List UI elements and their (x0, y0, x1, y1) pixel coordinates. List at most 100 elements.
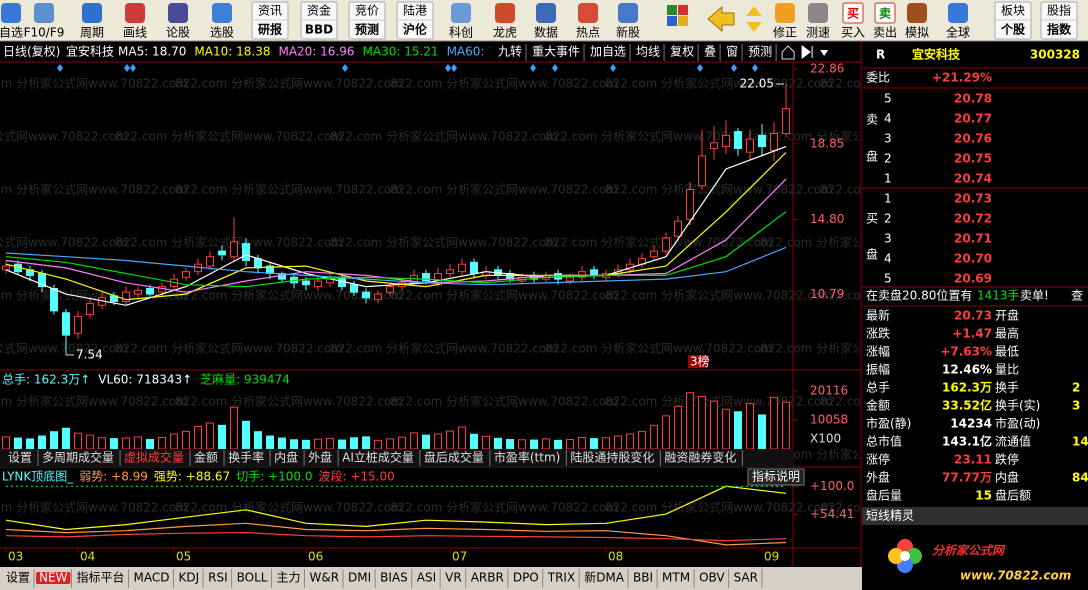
toolbar-button[interactable]: 论股 (166, 26, 190, 40)
toolbar-button[interactable]: 选股 (210, 26, 234, 40)
toolbar-button[interactable]: 资讯 (258, 4, 282, 18)
series-line (5, 146, 787, 306)
bottom-tab[interactable]: BOLL (237, 571, 268, 585)
toolbar-button[interactable]: 模拟 (905, 26, 929, 40)
toolbar-button[interactable]: 股指 (1047, 3, 1071, 18)
toolbar-button[interactable]: 修正 (773, 25, 797, 40)
watermark-text: 822.com 分析家公式网www.70822.com (605, 500, 833, 515)
toolbar-button[interactable]: 周期 (80, 26, 104, 40)
toolbar-button[interactable]: 研报 (258, 22, 282, 37)
volume-bar (590, 438, 598, 450)
book-label: 买 (866, 212, 878, 226)
toolbar-button[interactable]: 龙虎 (493, 26, 517, 40)
bottom-tab[interactable]: W&R (309, 571, 339, 585)
tab[interactable]: 陆股通持股变化 (570, 450, 654, 465)
toolbar-button[interactable]: 沪伦 (403, 22, 428, 37)
bottom-tab[interactable]: DPO (513, 571, 539, 585)
bottom-tab[interactable]: MACD (133, 571, 169, 585)
order-level: 3 (884, 232, 892, 246)
volume-bar (614, 435, 622, 450)
tab[interactable]: 金额 (194, 450, 218, 465)
bottom-tab[interactable]: DMI (348, 571, 371, 585)
order-level: 2 (884, 212, 892, 226)
tab[interactable]: AI立桩成交量 (342, 450, 414, 465)
volume-bar (674, 405, 682, 450)
header-button[interactable]: 均线 (636, 45, 660, 59)
volume-bar (554, 439, 562, 450)
bottom-tab[interactable]: 新DMA (584, 570, 625, 585)
bottom-tab[interactable]: VR (445, 571, 462, 585)
toolbar-button[interactable]: 买入 (841, 26, 865, 40)
bottom-tab[interactable]: 主力 (276, 571, 300, 585)
toolbar-button[interactable]: 预测 (355, 22, 379, 37)
toolbar-button[interactable]: 新股 (616, 25, 640, 40)
order-price: 20.78 (954, 92, 992, 106)
header-button[interactable]: 复权 (670, 45, 694, 59)
bottom-tab[interactable]: BIAS (380, 571, 408, 585)
toolbar-button[interactable]: 竞价 (355, 4, 379, 18)
toolbar-button[interactable]: 卖出 (873, 26, 897, 40)
bottom-tab[interactable]: 指标平台 (76, 570, 124, 585)
order-price: 20.72 (954, 212, 992, 226)
toolbar-button[interactable]: 陆港 (403, 3, 427, 18)
x-tick-label: 04 (80, 550, 95, 564)
tab[interactable]: 虚拟成交量 (124, 450, 184, 465)
tab[interactable]: 市盈率(ttm) (494, 450, 560, 465)
toolbar-button[interactable]: 测速 (806, 26, 830, 40)
quote-value: +21.29% (932, 71, 992, 85)
tab[interactable]: 设置 (8, 451, 32, 465)
candle-body (362, 291, 370, 299)
header-button[interactable]: 加自选 (590, 45, 626, 59)
toolbar-button[interactable]: 个股 (1000, 22, 1026, 37)
watermark-text: 822.com 分析家公式网www.70822.com (820, 288, 1048, 303)
volume-bar (290, 439, 298, 450)
tab[interactable]: 内盘 (274, 450, 298, 465)
toolbar-button[interactable]: 数据 (534, 25, 558, 40)
bottom-tab[interactable]: 设置 (6, 571, 30, 585)
header-button[interactable]: 预测 (748, 45, 772, 59)
bottom-tab[interactable]: TRIX (547, 571, 575, 585)
quote-label: 委比 (866, 71, 890, 85)
button-icon (907, 3, 927, 23)
toolbar-button[interactable]: 全球 (946, 25, 970, 40)
stat-label: 量比 (995, 363, 1019, 377)
order-level: 4 (884, 112, 892, 126)
tab[interactable]: 融资融券变化 (664, 450, 736, 465)
watermark-text: 822.com 分析家公式网www.70822.com (820, 182, 1048, 197)
toolbar-button[interactable]: 科创 (449, 26, 473, 40)
bottom-tab[interactable]: OBV (699, 571, 725, 585)
bottom-tab[interactable]: MTM (662, 571, 690, 585)
candle-body (350, 284, 358, 293)
toolbar-button[interactable]: 画线 (123, 26, 147, 40)
elf-title: 短线精灵 (866, 509, 914, 523)
tab[interactable]: 多周期成交量 (42, 450, 114, 465)
tab[interactable]: 盘后成交量 (424, 450, 484, 465)
toolbar-button[interactable]: 指数 (1047, 22, 1072, 37)
bottom-tab[interactable]: KDJ (178, 571, 199, 585)
bottom-tab[interactable]: SAR (734, 571, 758, 585)
stat-label: 涨跌 (866, 326, 890, 341)
toolbar-button[interactable]: BBD (305, 23, 333, 37)
volume-bar (14, 437, 22, 450)
watermark-text: 822.com 分析家公式网www.70822.com (175, 394, 403, 409)
indicator-help-button[interactable]: 指标说明 (752, 469, 800, 484)
toolbar-button[interactable]: 资金 (307, 3, 331, 18)
volume-bar (470, 433, 478, 450)
up-arrow (746, 6, 762, 16)
bottom-tab[interactable]: BBI (633, 571, 653, 585)
bottom-tab[interactable]: ARBR (471, 571, 504, 585)
tab[interactable]: 外盘 (308, 450, 332, 465)
toolbar-button[interactable]: 板块 (1001, 4, 1025, 18)
bottom-tab[interactable]: NEW (39, 571, 68, 585)
toolbar-button[interactable]: F10/F9 (24, 26, 65, 40)
bottom-tab[interactable]: RSI (208, 571, 228, 585)
toolbar-button[interactable]: 热点 (576, 26, 600, 40)
header-button[interactable]: 窗 (726, 45, 738, 59)
bottom-tab[interactable]: ASI (417, 571, 436, 585)
header-button[interactable]: 九转 (498, 44, 522, 59)
header-button[interactable]: 重大事件 (532, 45, 580, 59)
header-button[interactable]: 叠 (704, 45, 716, 59)
toolbar-button[interactable]: 自选 (0, 26, 23, 40)
tab[interactable]: 换手率 (228, 450, 264, 465)
